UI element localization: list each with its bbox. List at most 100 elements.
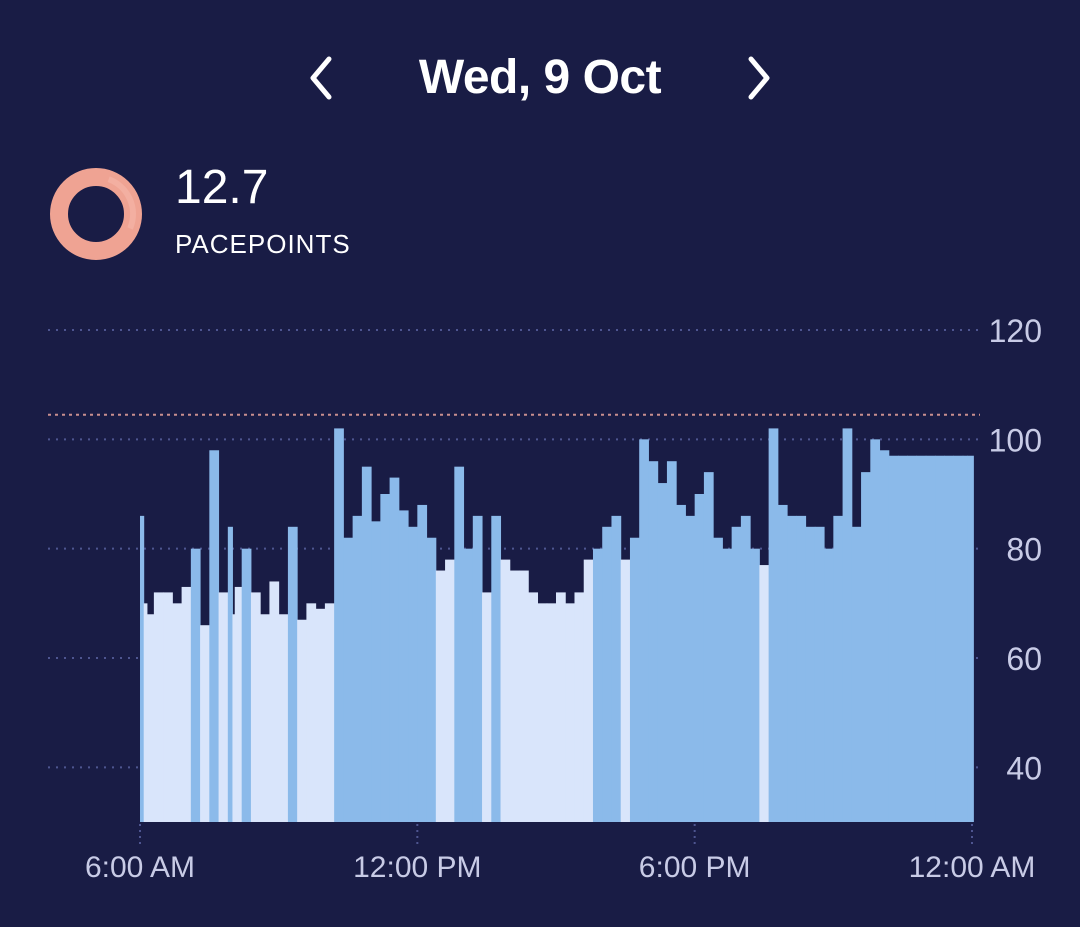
heart-rate-bar [962, 455, 968, 822]
heart-rate-bar [190, 548, 201, 822]
heart-rate-bar [278, 614, 289, 822]
heart-rate-bar [574, 592, 585, 822]
heart-rate-bar [740, 515, 751, 822]
pacepoints-ring-icon [50, 168, 142, 260]
heart-rate-bar [398, 510, 409, 822]
pacepoints-summary: 12.7 PACEPOINTS [46, 164, 546, 274]
heart-rate-bar [814, 526, 825, 822]
heart-rate-bar [163, 592, 173, 822]
heart-rate-bar [232, 614, 236, 822]
heart-rate-bar [463, 548, 474, 822]
heart-rate-bar [380, 494, 391, 822]
heart-rate-bar [750, 548, 760, 822]
x-tick-label: 12:00 PM [353, 851, 481, 884]
heart-rate-bar [768, 428, 779, 822]
heart-rate-bar [491, 515, 502, 822]
heart-rate-bar [445, 559, 455, 822]
heart-rate-bar [260, 614, 270, 822]
heart-rate-bar [343, 537, 354, 822]
heart-rate-bar [209, 450, 220, 822]
x-tick-label: 6:00 PM [639, 851, 751, 884]
heart-rate-bar [537, 603, 548, 822]
heart-rate-bar [759, 565, 770, 822]
heart-rate-chart: 120 100 80 60 40 6:00 AM 12:00 PM 6:00 PM 12:00 … [0, 280, 1080, 900]
heart-rate-bar [657, 483, 668, 822]
heart-rate-bar [842, 428, 853, 822]
heart-rate-bar [371, 521, 381, 822]
heart-rate-bar [454, 466, 465, 822]
heart-rate-bar [435, 570, 446, 822]
heart-rate-bar [306, 603, 317, 822]
heart-rate-bar [287, 526, 298, 822]
date-navigation: Wed, 9 Oct [0, 0, 1080, 150]
heart-rate-area [140, 428, 974, 822]
heart-rate-bar [583, 559, 594, 822]
heart-rate-bar [556, 592, 566, 822]
heart-rate-bar [824, 548, 834, 822]
heart-rate-bar [546, 603, 557, 822]
heart-rate-bar [777, 504, 788, 822]
heart-rate-bar [324, 603, 335, 822]
heart-rate-bar [408, 526, 418, 822]
heart-rate-bar [592, 548, 603, 822]
heart-rate-bar [140, 515, 145, 822]
heart-rate-bar [629, 537, 640, 822]
heart-rate-bar [620, 559, 631, 822]
y-tick-label: 40 [1006, 750, 1042, 786]
chevron-right-icon [748, 56, 770, 100]
heart-rate-bar [703, 472, 714, 822]
y-tick-label: 100 [989, 422, 1042, 458]
heart-rate-bar [898, 455, 908, 822]
heart-rate-bar [146, 614, 155, 822]
heart-rate-bar [334, 428, 344, 822]
heart-rate-bar [352, 515, 363, 822]
heart-rate-bar [953, 455, 964, 822]
heart-rate-bar [713, 537, 723, 822]
heart-rate-bar [935, 455, 945, 822]
heart-rate-bar [269, 581, 280, 822]
heart-rate-bar [500, 559, 511, 822]
heart-rate-bar [685, 515, 696, 822]
heart-rate-bar [227, 526, 233, 822]
heart-rate-bar [833, 515, 844, 822]
heart-rate-bar [888, 455, 899, 822]
heart-rate-bar [731, 526, 742, 822]
heart-rate-bar [181, 586, 192, 822]
heart-rate-bar [218, 592, 229, 822]
heart-rate-bar [250, 592, 261, 822]
x-tick-label: 12:00 AM [909, 851, 1036, 884]
heart-rate-bar [153, 592, 164, 822]
x-tick-label: 6:00 AM [85, 851, 195, 884]
heart-rate-bar [241, 548, 252, 822]
heart-rate-bar [916, 455, 927, 822]
heart-rate-bar [200, 625, 210, 822]
heart-rate-bar [925, 455, 936, 822]
heart-rate-bar [851, 526, 862, 822]
heart-rate-bar [234, 586, 243, 822]
heart-rate-bar [611, 515, 622, 822]
heart-rate-bar [805, 526, 816, 822]
heart-rate-bar [907, 455, 918, 822]
chevron-left-icon [310, 56, 332, 100]
heart-rate-bar [694, 494, 705, 822]
heart-rate-bar [648, 461, 659, 822]
heart-rate-bar [870, 439, 881, 822]
heart-rate-chart-svg: 120 100 80 60 40 6:00 AM 12:00 PM 6:00 PM 12:00 … [48, 313, 1042, 884]
axes: 120 100 80 60 40 6:00 AM 12:00 PM 6:00 PM 12:00 … [85, 313, 1042, 884]
heart-rate-bar [472, 515, 483, 822]
heart-rate-bar [666, 461, 677, 822]
heart-rate-bar [967, 455, 974, 822]
heart-rate-bar [297, 619, 307, 822]
heart-rate-bar [426, 537, 437, 822]
next-day-button[interactable] [728, 48, 788, 108]
previous-day-button[interactable] [292, 48, 352, 108]
heart-rate-bar [944, 455, 955, 822]
heart-rate-bar [528, 592, 539, 822]
heart-rate-bar [722, 548, 733, 822]
heart-rate-bar [639, 439, 649, 822]
date-title: Wed, 9 Oct [418, 51, 662, 104]
pacepoints-label: PACEPOINTS [175, 229, 351, 259]
heart-rate-bar [315, 608, 326, 822]
y-tick-label: 120 [989, 313, 1042, 349]
heart-rate-bar [519, 570, 529, 822]
